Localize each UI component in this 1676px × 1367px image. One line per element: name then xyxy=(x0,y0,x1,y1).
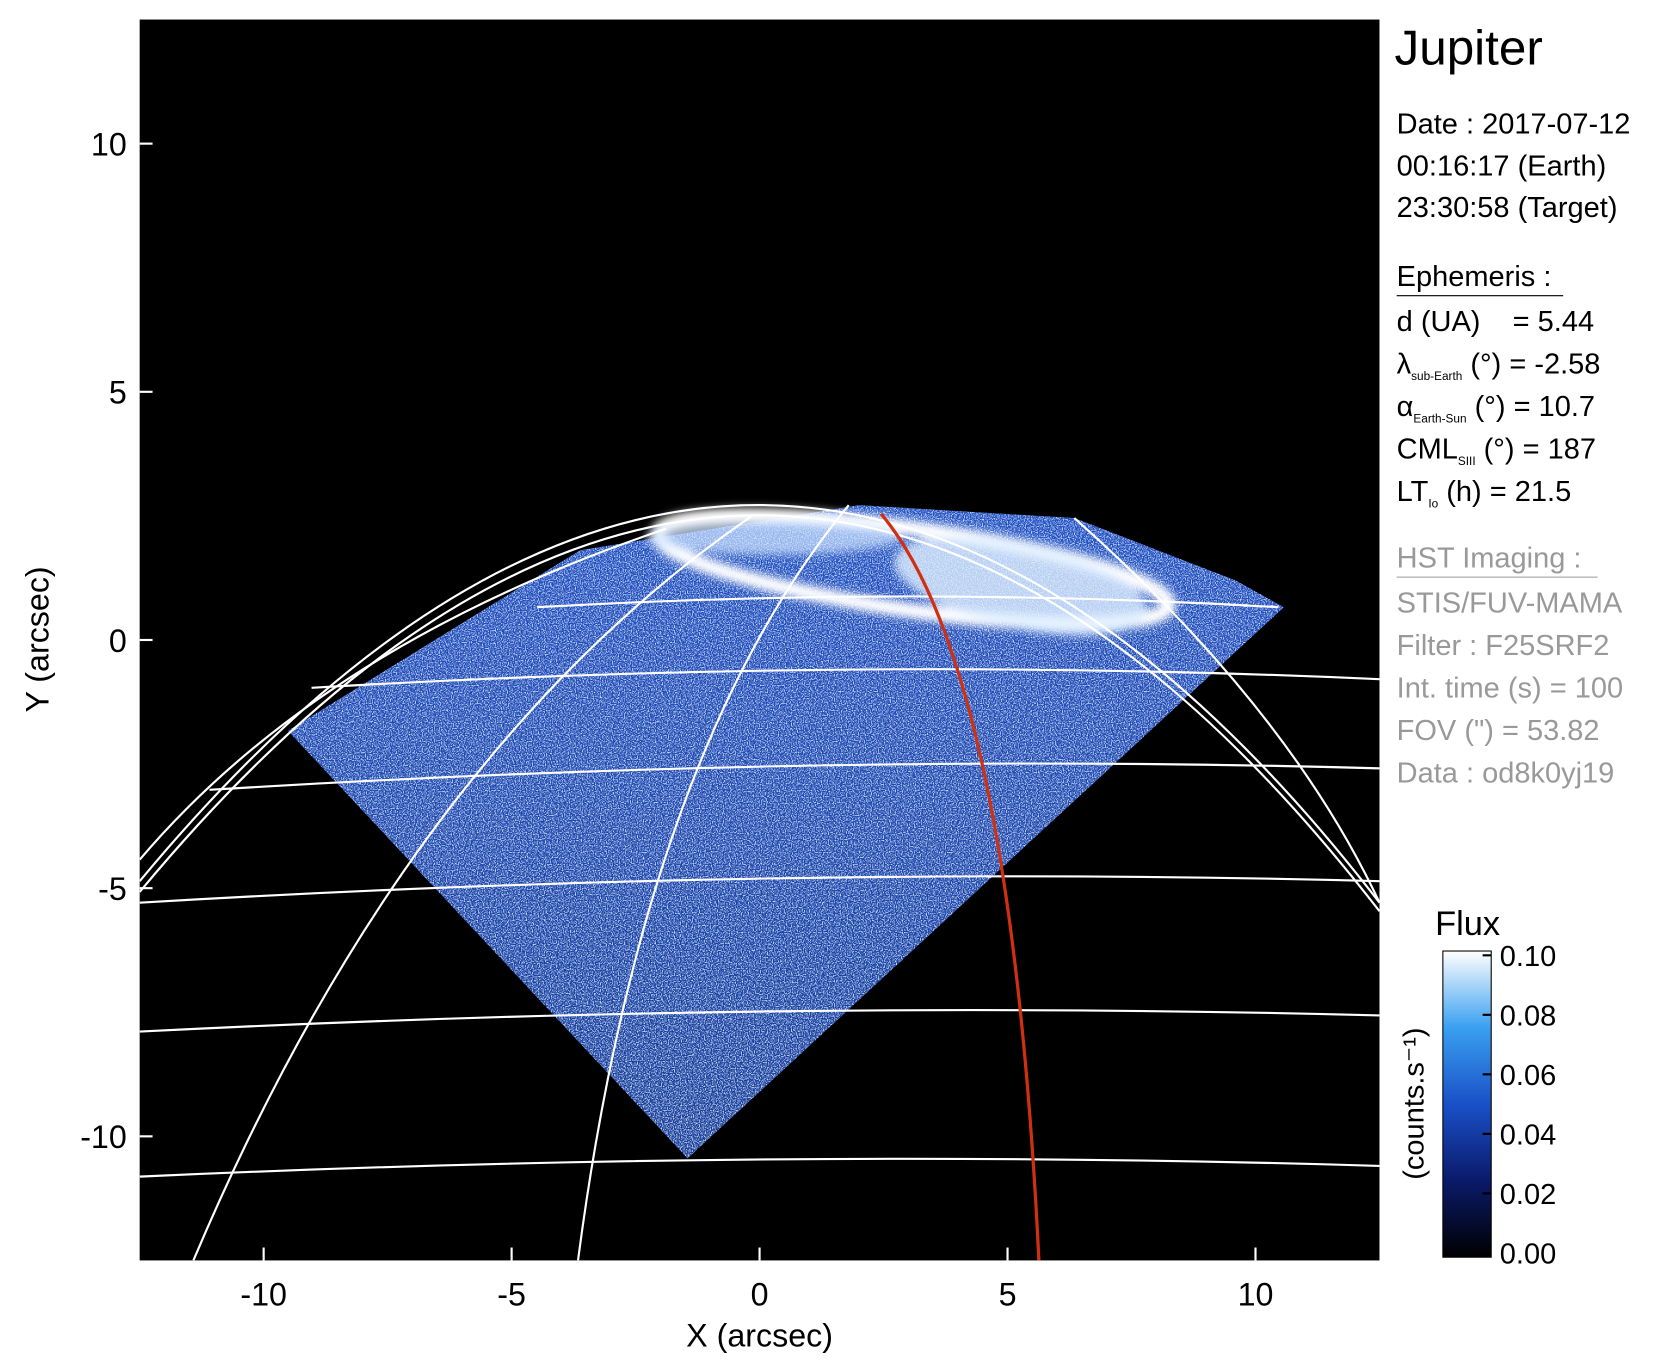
colorbar xyxy=(1442,950,1492,1258)
date-line: 00:16:17 (Earth) xyxy=(1397,150,1607,182)
imaging-line: Filter : F25SRF2 xyxy=(1397,630,1610,662)
date-line: Date : 2017-07-12 xyxy=(1397,108,1631,140)
y-tick-label: 5 xyxy=(109,375,127,411)
symbol: α xyxy=(1397,391,1414,423)
ephemeris-row: λsub-Earth (°) = -2.58 xyxy=(1397,349,1601,383)
colorbar-tick-label: 0.10 xyxy=(1500,941,1556,973)
y-tick-label: -5 xyxy=(98,871,127,907)
x-tick-label: -5 xyxy=(497,1277,526,1313)
colorbar-tick-label: 0.02 xyxy=(1500,1179,1556,1211)
planet-grid xyxy=(139,504,1380,1261)
ephemeris-row: αEarth-Sun (°) = 10.7 xyxy=(1397,391,1595,425)
colorbar-tick-label: 0.00 xyxy=(1500,1239,1556,1271)
date-line: 23:30:58 (Target) xyxy=(1397,192,1618,224)
subscript: sub-Earth xyxy=(1411,369,1462,383)
imaging-line: FOV (") = 53.82 xyxy=(1397,715,1600,747)
x-tick-label: -10 xyxy=(240,1277,287,1313)
y-tick-label: 10 xyxy=(91,126,127,162)
y-tick-label: -10 xyxy=(80,1119,127,1155)
ephemeris-row: LTIo (h) = 21.5 xyxy=(1397,476,1572,510)
value: (h) = 21.5 xyxy=(1438,476,1571,508)
colorbar-title: Flux xyxy=(1435,905,1500,943)
y-axis-label: Y (arcsec) xyxy=(19,566,55,712)
x-tick-label: 0 xyxy=(751,1277,769,1313)
ephemeris-title: Ephemeris : xyxy=(1397,261,1552,293)
x-axis-label: X (arcsec) xyxy=(686,1317,833,1353)
chart-title: Jupiter xyxy=(1395,21,1543,76)
symbol: LT xyxy=(1397,476,1429,508)
colorbar-tick-label: 0.04 xyxy=(1500,1120,1556,1152)
value: (°) = 10.7 xyxy=(1467,391,1595,423)
imaging-line: STIS/FUV-MAMA xyxy=(1397,588,1623,620)
ephemeris-row: CMLSIII (°) = 187 xyxy=(1397,433,1596,467)
symbol: CML xyxy=(1397,433,1458,465)
y-tick-label: 0 xyxy=(109,623,127,659)
value: (°) = -2.58 xyxy=(1462,349,1600,381)
imaging-title: HST Imaging : xyxy=(1397,542,1582,574)
imaging-line: Int. time (s) = 100 xyxy=(1397,672,1623,704)
subscript: Earth-Sun xyxy=(1413,411,1466,425)
value: d (UA) = 5.44 xyxy=(1397,306,1594,338)
image xyxy=(139,504,1380,1261)
colorbar-tick-label: 0.08 xyxy=(1500,1001,1556,1033)
fov-region xyxy=(287,505,1284,1159)
io-footprint xyxy=(879,512,1041,1261)
subscript: SIII xyxy=(1458,454,1476,468)
colorbar-tick-label: 0.06 xyxy=(1500,1060,1556,1092)
x-tick-label: 5 xyxy=(999,1277,1017,1313)
x-tick-label: 10 xyxy=(1238,1277,1274,1313)
symbol: λ xyxy=(1397,349,1412,381)
imaging-line: Data : od8k0yj19 xyxy=(1397,757,1615,789)
ephemeris-row: d (UA) = 5.44 xyxy=(1397,306,1594,338)
colorbar-label: (counts.s⁻¹) xyxy=(1399,1027,1431,1179)
value: (°) = 187 xyxy=(1476,433,1596,465)
subscript: Io xyxy=(1428,496,1438,510)
